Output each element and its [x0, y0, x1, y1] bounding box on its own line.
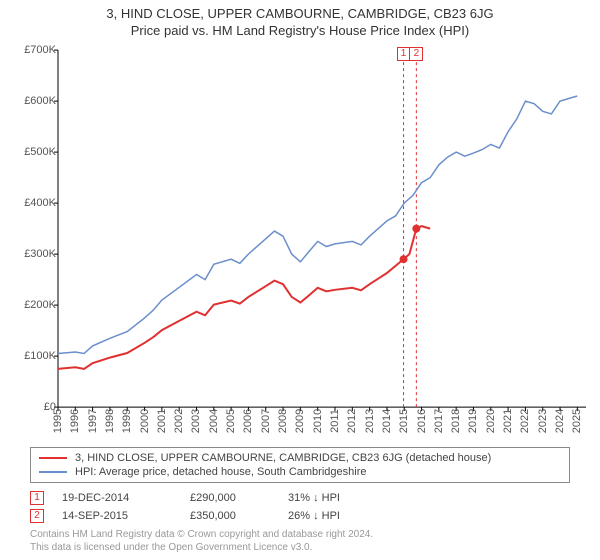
legend-label: HPI: Average price, detached house, Sout… [75, 466, 366, 478]
x-axis-tick-label: 2013 [364, 409, 376, 433]
chart-plot-area: £0£100K£200K£300K£400K£500K£600K£700K199… [8, 44, 592, 443]
credits-block: Contains HM Land Registry data © Crown c… [30, 529, 570, 554]
x-axis-tick-label: 2000 [139, 409, 151, 433]
transactions-table: 1 19-DEC-2014 £290,000 31% ↓ HPI 2 14-SE… [30, 489, 570, 525]
legend-row: HPI: Average price, detached house, Sout… [39, 465, 561, 479]
x-axis-tick-label: 2009 [294, 409, 306, 433]
x-axis-tick-label: 2019 [467, 409, 479, 433]
legend-label: 3, HIND CLOSE, UPPER CAMBOURNE, CAMBRIDG… [75, 452, 491, 464]
y-axis-tick-label: £700K [24, 44, 56, 56]
transaction-marker: 2 [30, 509, 44, 523]
transaction-price: £290,000 [190, 492, 270, 504]
x-axis-tick-label: 2021 [502, 409, 514, 433]
x-axis-tick-label: 2001 [156, 409, 168, 433]
legend-swatch-property [39, 457, 67, 459]
y-axis-tick-label: £300K [24, 248, 56, 260]
x-axis-tick-label: 2018 [450, 409, 462, 433]
y-axis-tick-label: £100K [24, 350, 56, 362]
x-axis-tick-label: 2025 [571, 409, 583, 433]
x-axis-tick-label: 2023 [537, 409, 549, 433]
x-axis-tick-label: 2002 [173, 409, 185, 433]
x-axis-tick-label: 2020 [485, 409, 497, 433]
x-axis-tick-label: 2007 [260, 409, 272, 433]
chart-titles: 3, HIND CLOSE, UPPER CAMBOURNE, CAMBRIDG… [0, 0, 600, 40]
bottom-info-block: 3, HIND CLOSE, UPPER CAMBOURNE, CAMBRIDG… [0, 443, 600, 560]
legend-swatch-hpi [39, 471, 67, 473]
y-axis-tick-label: £400K [24, 197, 56, 209]
transaction-price: £350,000 [190, 510, 270, 522]
transaction-delta: 26% ↓ HPI [288, 510, 398, 522]
chart-svg [8, 44, 592, 443]
x-axis-tick-label: 2003 [190, 409, 202, 433]
x-axis-tick-label: 1996 [69, 409, 81, 433]
title-address: 3, HIND CLOSE, UPPER CAMBOURNE, CAMBRIDG… [0, 6, 600, 23]
x-axis-tick-label: 2011 [329, 409, 341, 433]
transaction-marker: 1 [30, 491, 44, 505]
x-axis-tick-label: 2016 [416, 409, 428, 433]
x-axis-tick-label: 2014 [381, 409, 393, 433]
table-row: 2 14-SEP-2015 £350,000 26% ↓ HPI [30, 507, 570, 525]
title-subtitle: Price paid vs. HM Land Registry's House … [0, 23, 600, 40]
x-axis-tick-label: 2012 [346, 409, 358, 433]
x-axis-tick-label: 2005 [225, 409, 237, 433]
x-axis-tick-label: 2015 [398, 409, 410, 433]
x-axis-tick-label: 2008 [277, 409, 289, 433]
y-axis-tick-label: £600K [24, 95, 56, 107]
x-axis-tick-label: 1995 [52, 409, 64, 433]
y-axis-tick-label: £200K [24, 299, 56, 311]
x-axis-tick-label: 1997 [87, 409, 99, 433]
x-axis-tick-label: 2022 [519, 409, 531, 433]
table-row: 1 19-DEC-2014 £290,000 31% ↓ HPI [30, 489, 570, 507]
x-axis-tick-label: 1999 [121, 409, 133, 433]
transaction-date: 14-SEP-2015 [62, 510, 172, 522]
x-axis-tick-label: 2024 [554, 409, 566, 433]
x-axis-tick-label: 2006 [242, 409, 254, 433]
x-axis-tick-label: 1998 [104, 409, 116, 433]
credits-line: This data is licensed under the Open Gov… [30, 542, 570, 555]
sale-marker-flag: 2 [409, 47, 423, 61]
transaction-date: 19-DEC-2014 [62, 492, 172, 504]
x-axis-tick-label: 2017 [433, 409, 445, 433]
legend-row: 3, HIND CLOSE, UPPER CAMBOURNE, CAMBRIDG… [39, 451, 561, 465]
x-axis-tick-label: 2004 [208, 409, 220, 433]
credits-line: Contains HM Land Registry data © Crown c… [30, 529, 570, 542]
x-axis-tick-label: 2010 [312, 409, 324, 433]
legend-box: 3, HIND CLOSE, UPPER CAMBOURNE, CAMBRIDG… [30, 447, 570, 483]
y-axis-tick-label: £500K [24, 146, 56, 158]
transaction-delta: 31% ↓ HPI [288, 492, 398, 504]
